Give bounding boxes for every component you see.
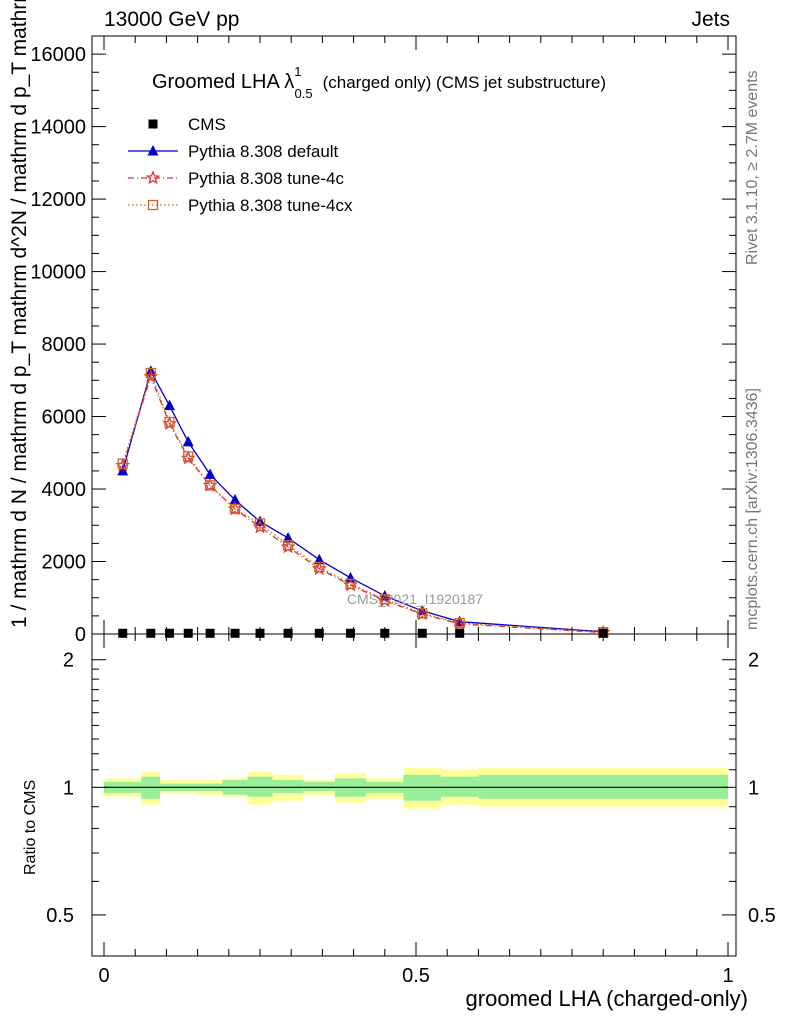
y-tick-label: 10000: [30, 262, 86, 284]
series-line-1: [122, 374, 604, 634]
series-point-0: [282, 531, 294, 543]
series-point-2: [145, 367, 156, 379]
y-tick-label: 12000: [30, 189, 86, 211]
ratio-y-tick-label-right: 2: [748, 650, 759, 672]
x-tick-label: 0: [98, 965, 109, 987]
cms-data-point: [345, 628, 355, 638]
cms-data-point: [283, 628, 293, 638]
y-tick-label: 16000: [30, 44, 86, 66]
cms-data-point: [380, 628, 390, 638]
legend-label: Pythia 8.308 tune-4cx: [188, 196, 353, 215]
series-point-0: [117, 464, 129, 476]
series-point-0: [313, 553, 325, 565]
series-point-2: [454, 617, 465, 629]
ratio-bands: [104, 768, 728, 809]
series-point-0: [164, 399, 176, 411]
ratio-band-inner: [440, 776, 479, 797]
cms-data-point: [146, 628, 156, 638]
cms-data-point: [314, 628, 324, 638]
y-tick-label: 14000: [30, 117, 86, 139]
legend-marker: [147, 145, 159, 156]
chart-title: Groomed LHA λ1 0.5(charged only) (CMS jet…: [152, 64, 606, 101]
series-point-0: [204, 468, 216, 480]
y-tick-label: 4000: [42, 479, 87, 501]
ratio-y-tick-label: 1: [63, 777, 74, 799]
series-point-2: [282, 540, 294, 551]
ratio-y-tick-label: 2: [63, 650, 74, 672]
x-tick-label: 0.5: [402, 965, 430, 987]
cms-data-point: [417, 628, 427, 638]
cms-data-point: [455, 628, 465, 638]
series-point-2: [314, 561, 325, 573]
cms-data-point: [205, 628, 215, 638]
series-point-2: [164, 416, 175, 428]
series-line-0: [122, 369, 604, 633]
header-right: Jets: [691, 8, 730, 31]
cms-data-point: [118, 628, 128, 638]
cms-data-point: [183, 628, 193, 638]
plot-frames: [91, 35, 737, 957]
series-point-2: [379, 594, 390, 605]
y-tick-label: 8000: [42, 334, 87, 356]
x-tick-label: 1: [722, 965, 733, 987]
cms-data-point: [165, 628, 175, 638]
cms-data-point: [230, 628, 240, 638]
y-tick-label: 6000: [42, 407, 87, 429]
header-left: 13000 GeV pp: [104, 8, 240, 31]
cms-points: [118, 628, 608, 638]
ratio-y-tick-label-right: 0.5: [748, 905, 776, 927]
ratio-y-tick-label-right: 1: [748, 777, 759, 799]
series-point-2: [417, 608, 428, 619]
ratio-band-inner: [303, 781, 335, 792]
cms-data-point: [598, 628, 608, 638]
series-point-2: [183, 451, 194, 462]
series-point-2: [345, 578, 356, 590]
ratio-band-inner: [247, 776, 273, 797]
x-axis-label: groomed LHA (charged-only): [465, 986, 748, 1011]
series-point-2: [204, 480, 216, 491]
series-point-0: [182, 435, 194, 447]
series-point-2: [117, 458, 128, 469]
ratio-y-tick-label: 0.5: [46, 905, 74, 927]
legend-marker: [148, 119, 158, 129]
legend-label: CMS: [188, 115, 226, 134]
series-point-0: [229, 493, 241, 505]
cms-data-point: [255, 628, 265, 638]
series-point-2: [254, 518, 266, 529]
legend-marker: [147, 199, 159, 211]
y-tick-label: 0: [75, 624, 86, 646]
analysis-watermark: CMS_2021_I1920187: [347, 591, 483, 607]
ratio-band-inner: [272, 780, 304, 793]
series-point-2: [229, 503, 241, 515]
y-tick-label: 2000: [42, 552, 87, 574]
legend: CMS Pythia 8.308 default Pythia 8.308 tune…: [128, 115, 353, 215]
legend-label: Pythia 8.308 default: [188, 142, 339, 161]
legend-label: Pythia 8.308 tune-4c: [188, 169, 344, 188]
legend-marker: [145, 170, 161, 185]
axis-ticks: 0 2000 4000 6000 8000 10000 12000 14000 16000 0.5…: [30, 36, 776, 987]
ratio-plot-frame: [91, 633, 737, 957]
